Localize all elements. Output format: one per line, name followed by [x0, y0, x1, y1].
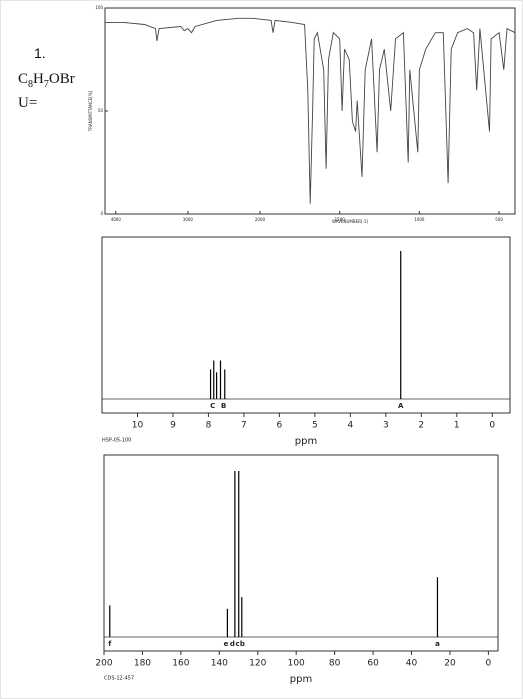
formula-part: C — [18, 71, 29, 87]
x-tick-label: 80 — [329, 659, 341, 669]
spectrum-code: CDS-12-457 — [104, 676, 134, 682]
x-tick-label: 3 — [383, 421, 389, 431]
x-tick-label: 9 — [170, 421, 176, 431]
question-number: 1. — [34, 45, 46, 61]
formula-part: OBr — [48, 71, 75, 87]
formula: C8H7OBr — [18, 71, 75, 90]
peak-label: B — [221, 402, 226, 410]
peak-label: C — [210, 402, 215, 410]
x-tick-label: 160 — [172, 659, 189, 669]
peak-label: e — [224, 640, 229, 648]
x-tick-label: 200 — [95, 659, 112, 669]
x-axis-label: WAVENUMBER[-1] — [332, 219, 368, 224]
x-tick-label: 0 — [489, 421, 495, 431]
x-tick-label: 180 — [134, 659, 151, 669]
plot-frame — [101, 236, 511, 414]
y-tick-label: 100 — [95, 5, 103, 10]
x-tick-label: 60 — [367, 659, 379, 669]
plot-frame — [103, 454, 499, 652]
ir-trace — [105, 17, 516, 204]
x-tick-label: 10 — [132, 421, 144, 431]
peak-label: b — [240, 640, 245, 648]
x-tick-label: 7 — [241, 421, 247, 431]
peak-label: A — [398, 402, 404, 410]
spectrum-code: HSP-05-100 — [102, 438, 131, 444]
x-tick-label: 0 — [486, 659, 492, 669]
x-tick-label: 5 — [312, 421, 318, 431]
y-axis-label: TRANSMITTANCE[%] — [88, 90, 93, 132]
x-tick-label: 120 — [249, 659, 266, 669]
y-tick-label: 0 — [100, 211, 103, 216]
unsaturation-label: U= — [18, 95, 38, 111]
x-tick-label: 4000 — [111, 217, 122, 222]
x-tick-label: 40 — [406, 659, 418, 669]
x-tick-label: 6 — [277, 421, 283, 431]
x-tick-label: 1000 — [414, 217, 425, 222]
formula-part: H — [33, 71, 44, 87]
x-tick-label: 8 — [206, 421, 212, 431]
x-tick-label: 140 — [211, 659, 228, 669]
peak-label: d — [230, 640, 235, 648]
formula-subscript: 8 — [28, 79, 34, 90]
peak-label: a — [435, 640, 440, 648]
x-tick-label: 1 — [454, 421, 460, 431]
x-tick-label: 2000 — [255, 217, 266, 222]
x-tick-label: 20 — [444, 659, 456, 669]
peak-label: c — [235, 640, 239, 648]
x-tick-label: 1500 — [335, 217, 346, 222]
x-tick-label: 100 — [288, 659, 305, 669]
x-tick-label: 2 — [418, 421, 424, 431]
formula-subscript: 7 — [43, 79, 49, 90]
peak-label: f — [108, 640, 112, 648]
x-axis-label: ppm — [290, 674, 312, 685]
x-tick-label: 4 — [347, 421, 353, 431]
y-tick-label: 50 — [98, 108, 104, 113]
x-tick-label: 3000 — [183, 217, 194, 222]
x-tick-label: 500 — [495, 217, 503, 222]
x-axis-label: ppm — [295, 436, 317, 447]
